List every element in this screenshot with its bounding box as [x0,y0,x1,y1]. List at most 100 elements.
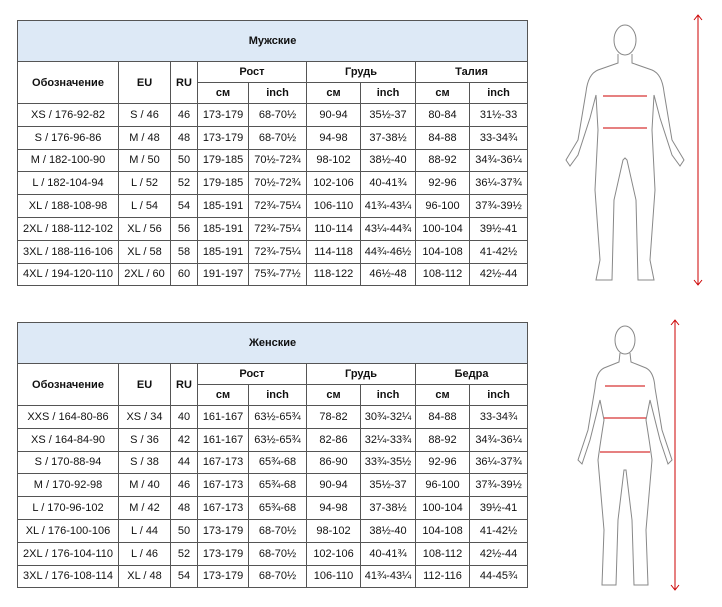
data-row: XS / 176-92-82 S / 46 46 173-179 68-70½ 90-94… [17,103,529,127]
table-title: Мужские [16,20,529,62]
data-cell: M / 182-100-90 [17,148,119,173]
data-cell: 34¾-36¼ [468,148,529,173]
data-cell: 68-70½ [248,518,307,543]
female-figure [577,319,680,591]
data-cell: 37-38½ [360,125,416,150]
data-row: 3XL / 176-108-114 XL / 48 54 173-179 68-70½ 1… [17,564,529,589]
data-cell: 44-45¾ [468,564,529,589]
data-cell: 106-110 [306,564,361,589]
subheader-cell: inch [248,384,307,406]
data-cell: 63½-65¾ [248,427,307,452]
data-row: XS / 164-84-90 S / 36 42 161-167 63½-65¾ 82-8… [17,427,529,452]
data-cell: 94-98 [306,496,361,520]
data-cell: 56 [170,216,198,241]
data-cell: 4XL / 194-120-110 [17,262,119,287]
data-row: L / 182-104-94 L / 52 52 179-185 70½-72¾ 102-… [17,171,529,196]
data-cell: 38½-40 [360,518,416,543]
data-cell: M / 42 [118,496,171,520]
data-cell: 63½-65¾ [248,405,307,429]
data-cell: 106-110 [306,194,361,218]
subheader-cell: inch [468,82,529,104]
data-cell: 84-88 [415,405,470,429]
data-cell: 2XL / 60 [118,262,171,287]
data-cell: 94-98 [306,125,361,150]
data-cell: 161-167 [197,405,249,429]
data-cell: 33-34¾ [468,125,529,150]
header-row: Обозначение EU RU Рост Грудь Талия [17,61,529,104]
header-cell: Обозначение [17,363,119,406]
data-cell: XXS / 164-80-86 [17,405,119,429]
data-cell: XS / 164-84-90 [17,427,119,452]
header-cell: Рост [197,363,307,385]
data-cell: 112-116 [415,564,470,589]
data-cell: 52 [170,541,198,566]
data-cell: 102-106 [306,541,361,566]
data-cell: 118-122 [306,262,361,287]
data-cell: 36¼-37¾ [468,450,529,475]
data-cell: 65¾-68 [248,473,307,498]
data-cell: 86-90 [306,450,361,475]
data-cell: 48 [170,496,198,520]
data-cell: 37-38½ [360,496,416,520]
data-cell: 60 [170,262,198,287]
data-cell: 110-114 [306,216,361,241]
data-row: 2XL / 176-104-110 L / 46 52 173-179 68-70½ 10… [17,541,529,566]
subheader-cell: см [306,82,361,104]
data-cell: 161-167 [197,427,249,452]
header-cell: Бедра [414,363,529,385]
data-cell: 2XL / 176-104-110 [17,541,119,566]
data-cell: 173-179 [197,518,249,543]
figures [565,14,703,591]
header-cell: Рост [197,61,307,83]
data-cell: 108-112 [415,262,470,287]
data-cell: 88-92 [415,427,470,452]
data-cell: 48 [170,125,198,150]
data-cell: 104-108 [415,239,470,264]
title-row: Мужские [16,20,529,62]
data-cell: S / 46 [118,103,171,127]
header-cell: Грудь [306,61,416,83]
data-cell: M / 48 [118,125,171,150]
data-cell: 179-185 [197,171,249,196]
data-cell: 50 [170,148,198,173]
data-cell: XL / 58 [118,239,171,264]
data-cell: 68-70½ [248,103,307,127]
data-cell: 70½-72¾ [248,171,307,196]
data-cell: 35½-37 [360,473,416,498]
data-cell: 75¾-77½ [248,262,307,287]
data-cell: 96-100 [415,194,470,218]
data-cell: 39½-41 [468,496,529,520]
data-cell: 92-96 [415,171,470,196]
data-cell: 65¾-68 [248,496,307,520]
data-cell: 173-179 [197,541,249,566]
data-cell: 100-104 [415,216,470,241]
data-row: M / 170-92-98 M / 40 46 167-173 65¾-68 90-94 3… [17,473,529,498]
data-cell: M / 50 [118,148,171,173]
data-cell: 185-191 [197,194,249,218]
header-cell: RU [170,363,198,406]
data-cell: 38½-40 [360,148,416,173]
data-cell: 35½-37 [360,103,416,127]
data-cell: 46½-48 [360,262,416,287]
data-cell: 80-84 [415,103,470,127]
data-row: XL / 188-108-98 L / 54 54 185-191 72¾-75¼ 106… [17,194,529,218]
title-row: Женские [16,322,529,364]
header-cell: Обозначение [17,61,119,104]
data-cell: 173-179 [197,564,249,589]
subheader-cell: см [197,384,249,406]
data-row: XL / 176-100-106 L / 44 50 173-179 68-70½ 98-… [17,518,529,543]
data-cell: 33¾-35½ [360,450,416,475]
data-cell: XS / 34 [118,405,171,429]
data-cell: 104-108 [415,518,470,543]
data-cell: 40-41¾ [360,541,416,566]
data-cell: S / 36 [118,427,171,452]
data-row: S / 170-88-94 S / 38 44 167-173 65¾-68 86-90 3… [17,450,529,475]
data-cell: 46 [170,103,198,127]
data-cell: 2XL / 188-112-102 [17,216,119,241]
data-cell: L / 44 [118,518,171,543]
data-cell: 96-100 [415,473,470,498]
data-cell: 114-118 [306,239,361,264]
data-cell: 68-70½ [248,541,307,566]
data-cell: 72¾-75¼ [248,216,307,241]
